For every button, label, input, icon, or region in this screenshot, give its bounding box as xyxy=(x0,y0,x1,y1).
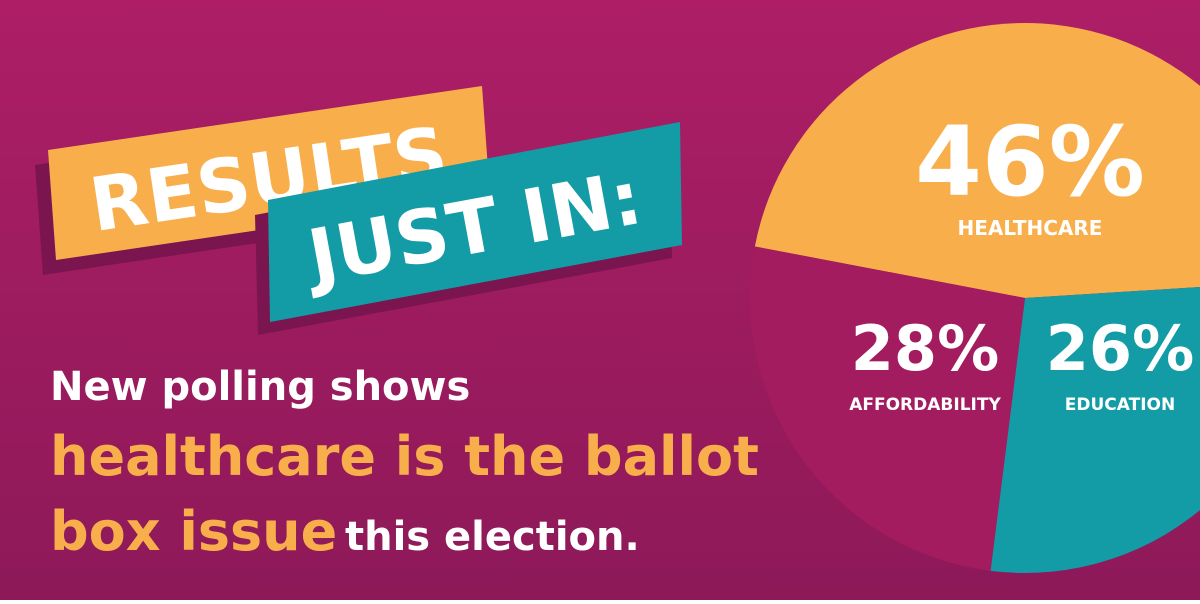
message-text: New polling shows xyxy=(50,364,470,410)
value-label: 26% xyxy=(1046,312,1194,385)
message-text: this election. xyxy=(345,514,640,560)
pie-slice xyxy=(750,246,1025,571)
pie-slice xyxy=(754,23,1200,298)
value-label: 28% xyxy=(851,312,999,385)
message-highlight: box issue xyxy=(50,500,337,563)
banner-teal xyxy=(268,122,682,322)
pie-slice xyxy=(990,286,1200,573)
category-label: EDUCATION xyxy=(1065,395,1175,415)
banner-yellow xyxy=(48,86,490,260)
category-label: HEALTHCARE xyxy=(958,216,1103,240)
category-label: AFFORDABILITY xyxy=(849,395,1001,415)
value-label: 46% xyxy=(915,106,1145,218)
pie-chart: 46%HEALTHCARE 28% AFFORDABILITY 26% EDUCATIO… xyxy=(750,23,1200,573)
message-highlight: healthcare is the ballot xyxy=(50,425,759,488)
